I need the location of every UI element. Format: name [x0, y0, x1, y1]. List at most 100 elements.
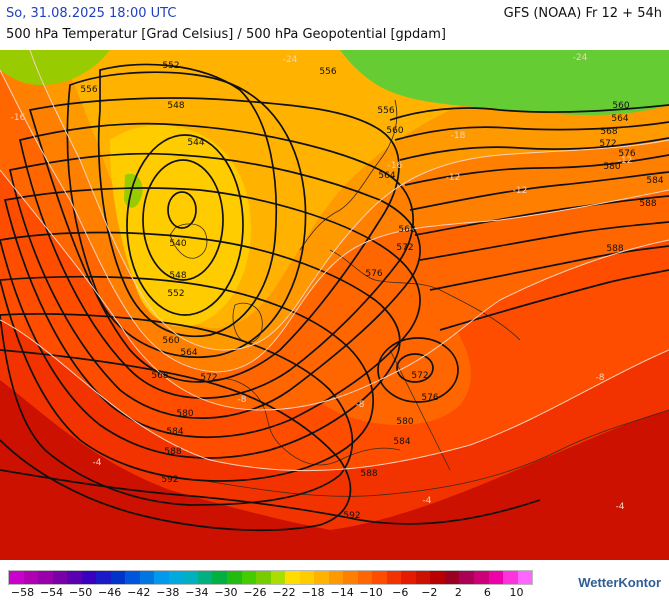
legend-tick-label: −18: [301, 586, 325, 599]
legend-swatch: [299, 571, 315, 584]
legend-tick-label: −58: [10, 586, 35, 599]
temperature-label: -24: [283, 55, 298, 65]
geopotential-label: 568: [600, 127, 617, 137]
isotherm-minus16: [29, 50, 669, 351]
legend-tick-label: 2: [454, 586, 462, 599]
contour-584-east: [429, 245, 669, 291]
legend-swatch: [430, 571, 445, 584]
contour-556: [66, 71, 307, 359]
legend-tick-label: −14: [330, 586, 354, 599]
color-legend: −58 −54 −50 −46 −42 −38 −34 −30 −26 −22 −18 −14 −10−…: [0, 560, 669, 600]
geopotential-label: 564: [378, 171, 395, 181]
contour-560-east: [394, 121, 669, 141]
legend-swatch: [503, 571, 518, 584]
geopotential-label: 572: [396, 243, 413, 253]
model-run: GFS (NOAA) Fr 12 + 54h: [503, 6, 662, 21]
geopotential-label: 560: [612, 101, 629, 111]
legend-tick-label: −2: [421, 586, 438, 599]
legend-swatch: [357, 571, 373, 584]
temperature-label: -8: [356, 400, 365, 410]
contour-592: [0, 469, 541, 525]
legend-swatch: [459, 571, 474, 584]
geopotential-label: 560: [386, 126, 403, 136]
temp-band-minus4-south: [0, 380, 669, 560]
contour-584: [0, 313, 354, 506]
legend-swatch: [154, 571, 169, 584]
contour-572-cutoff: [377, 337, 459, 403]
legend-tick-label: 6: [483, 586, 491, 599]
geopotential-label: 576: [365, 269, 382, 279]
legend-tick-label: −46: [98, 586, 122, 599]
temperature-label: -24: [573, 53, 588, 63]
geopotential-label: 564: [180, 348, 197, 358]
legend-tick-label: −30: [214, 586, 238, 599]
contour-588-east: [439, 269, 669, 331]
legend-swatch: [415, 571, 431, 584]
geopotential-label: 568: [398, 225, 415, 235]
legend-swatch: [38, 571, 53, 584]
legend-tick-label: −50: [69, 586, 93, 599]
contour-572-east: [409, 171, 669, 211]
coast-north-africa: [199, 409, 669, 497]
geopotential-label: 588: [360, 469, 377, 479]
legend-swatch: [81, 571, 97, 584]
contour-568: [8, 152, 421, 419]
isotherm-minus12: [0, 69, 669, 373]
contour-576-cutoff: [396, 353, 434, 383]
geopotential-label: 552: [167, 289, 184, 299]
geopotential-label: 548: [169, 271, 186, 281]
coast-scandinavia: [299, 99, 398, 251]
legend-swatch: [212, 571, 227, 584]
contour-580-east: [419, 221, 669, 261]
geopotential-label: 556: [80, 85, 97, 95]
contour-576-east: [414, 195, 669, 236]
weather-map: 552 556 548 544 540 548 552 560 564 568 572 580 584 5…: [0, 50, 669, 560]
geopotential-label: 588: [164, 447, 181, 457]
contour-580: [0, 275, 374, 482]
legend-swatch: [328, 571, 344, 584]
legend-swatch: [52, 571, 68, 584]
temperature-label: -4: [423, 496, 432, 506]
coast-iceland: [169, 223, 208, 259]
legend-swatch: [241, 571, 257, 584]
geopotential-label: 556: [377, 106, 394, 116]
legend-tick-label: −54: [39, 586, 64, 599]
contour-560: [28, 97, 400, 383]
temp-band-minus22-north: [0, 50, 110, 85]
geopotential-label: 556: [319, 67, 336, 77]
brand-logo: WetterKontor: [578, 575, 661, 590]
geopotential-label: 584: [166, 427, 183, 437]
map-subtitle: 500 hPa Temperatur [Grad Celsius] / 500 …: [6, 27, 447, 42]
geopotential-label: 580: [603, 162, 620, 172]
geopotential-label: 588: [606, 244, 623, 254]
legend-tick-label: −6: [392, 586, 409, 599]
geopotential-label: 560: [162, 336, 179, 346]
legend-swatch: [183, 571, 198, 584]
legend-swatch: [474, 571, 489, 584]
legend-swatch: [256, 571, 271, 584]
legend-swatch: [401, 571, 416, 584]
legend-tick-label: −22: [272, 586, 296, 599]
isotherm-minus8: [0, 169, 669, 411]
geopotential-label: 564: [611, 114, 628, 124]
temperature-label: -18: [451, 131, 466, 141]
legend-swatch: [343, 571, 358, 584]
temperature-label: -8: [238, 395, 247, 405]
contour-548: [126, 134, 244, 316]
legend-swatch: [285, 571, 300, 584]
legend-tick-label: −38: [156, 586, 180, 599]
legend-swatch: [67, 571, 82, 584]
geopotential-label: 572: [411, 371, 428, 381]
legend-swatch: [96, 571, 111, 584]
geopotential-label: 580: [176, 409, 193, 419]
temperature-label-group: -24 -24 -18 -16 -12 -12 -12 -8 -8 -8 -4 -4 -4 -16: [11, 53, 633, 512]
legend-swatch: [110, 571, 126, 584]
legend-swatch: [517, 571, 533, 584]
legend-swatch: [23, 571, 39, 584]
geopotential-contours: [0, 63, 669, 532]
map-header: So, 31.08.2025 18:00 UTC GFS (NOAA) Fr 1…: [0, 0, 669, 50]
legend-swatch: [139, 571, 155, 584]
contour-564-east: [399, 137, 669, 161]
